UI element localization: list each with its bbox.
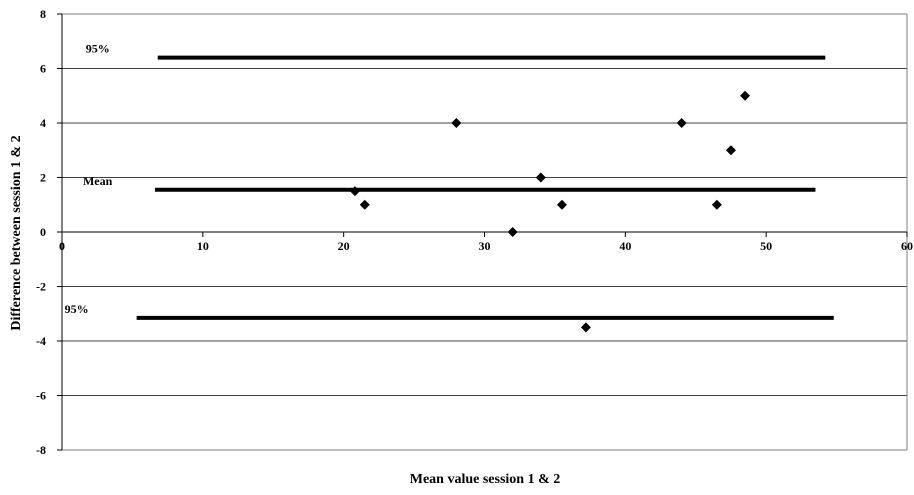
data-point — [725, 145, 736, 156]
y-tick-label: 8 — [40, 7, 46, 21]
data-point — [580, 322, 591, 333]
data-point — [349, 186, 360, 197]
y-tick-label: -6 — [36, 389, 46, 403]
data-point — [740, 90, 751, 101]
x-tick-label: 40 — [619, 239, 631, 253]
x-tick-label: 30 — [479, 239, 491, 253]
data-point — [556, 199, 567, 210]
axes-layer — [57, 13, 908, 451]
y-tick-label: -2 — [36, 280, 46, 294]
reference-line-label: Mean — [83, 174, 113, 188]
x-axis-title: Mean value session 1 & 2 — [410, 472, 561, 487]
y-tick-label: 6 — [40, 62, 46, 76]
data-point — [535, 172, 546, 183]
data-point — [359, 199, 370, 210]
reference-lines: 95% Mean 95% — [65, 42, 834, 320]
x-tick-label: 60 — [901, 239, 913, 253]
tick-labels: -8 -6 -4 -2 0 2 4 6 8 0 10 20 30 40 50 60 — [36, 7, 913, 457]
x-tick-label: 0 — [59, 239, 65, 253]
y-tick-label: -4 — [36, 334, 46, 348]
data-points — [349, 90, 751, 333]
x-tick-label: 10 — [197, 239, 209, 253]
data-point — [711, 199, 722, 210]
reference-line-label: 95% — [86, 42, 110, 56]
y-tick-label: 4 — [40, 116, 46, 130]
data-point — [507, 227, 518, 237]
reference-line-label: 95% — [65, 302, 89, 316]
y-tick-label: 0 — [40, 225, 46, 239]
data-point — [676, 118, 687, 128]
data-point — [451, 118, 462, 128]
y-tick-label: 2 — [40, 171, 46, 185]
y-tick-label: -8 — [36, 443, 46, 457]
x-tick-label: 20 — [338, 239, 350, 253]
x-tick-label: 50 — [760, 239, 772, 253]
y-axis-title: Difference between session 1 & 2 — [9, 135, 24, 330]
